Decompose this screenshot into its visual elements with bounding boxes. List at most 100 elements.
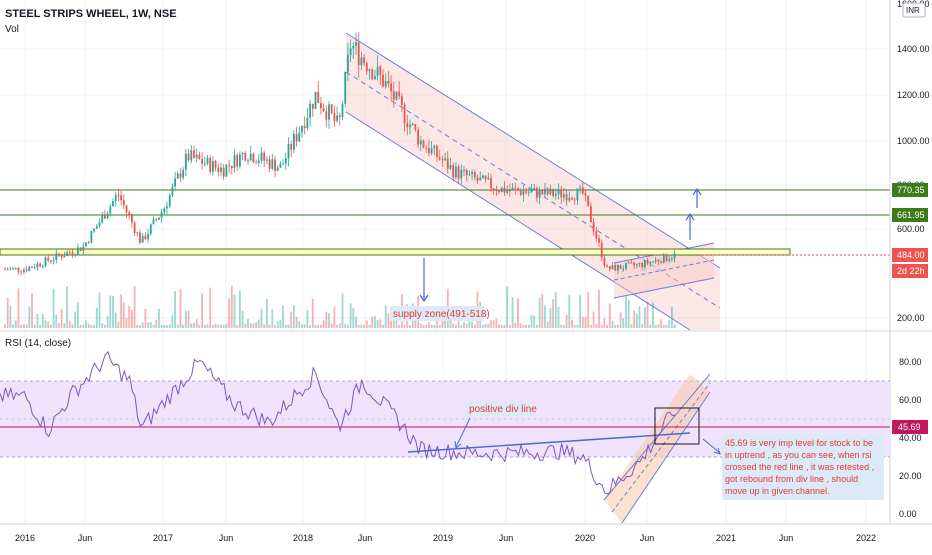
candle-body: [590, 206, 592, 223]
volume-bar: [163, 324, 166, 328]
candle-body: [225, 164, 228, 177]
volume-bar: [255, 322, 257, 328]
candle-body: [579, 187, 581, 189]
volume-bar: [622, 317, 625, 328]
rsi-tick-label: 20.00: [899, 471, 922, 481]
volume-bar: [217, 324, 220, 328]
volume-bar: [109, 295, 112, 328]
candle-body: [665, 254, 668, 261]
volume-bar: [41, 314, 44, 328]
volume-bar: [247, 318, 249, 328]
volume-bar: [536, 324, 538, 328]
volume-bar: [662, 324, 665, 328]
rsi-tick-label: 40.00: [899, 433, 922, 443]
candle-body: [546, 188, 549, 195]
candle-body: [344, 71, 347, 104]
volume-bar: [74, 311, 77, 328]
candle-body: [25, 269, 28, 271]
volume-bar: [152, 324, 155, 328]
candle-body: [384, 80, 387, 87]
volume-bar: [403, 324, 406, 328]
volume-bar: [614, 324, 617, 328]
volume-bar: [260, 308, 263, 328]
volume-bar: [606, 324, 608, 328]
volume-bar: [301, 324, 303, 328]
volume-bar: [452, 323, 455, 328]
candle-body: [271, 159, 274, 169]
candle-body: [239, 154, 241, 167]
time-tick-label: Jun: [640, 533, 655, 543]
candle-body: [249, 153, 252, 161]
candle-body: [581, 187, 584, 194]
volume-bar: [252, 323, 255, 328]
candle-body: [608, 266, 611, 270]
candle-body: [446, 158, 449, 169]
candle-body: [509, 190, 511, 192]
volume-bar: [79, 324, 82, 328]
candle-body: [538, 189, 541, 198]
volume-bar: [28, 306, 31, 328]
candle-body: [28, 267, 31, 271]
volume-bar: [498, 324, 500, 328]
candle-body: [487, 177, 490, 180]
candle-body: [290, 143, 293, 150]
candle-body: [368, 69, 371, 72]
positive-div-line: [407, 432, 691, 453]
volume-bar: [39, 324, 41, 328]
volume-bar: [633, 310, 635, 328]
volume-bar: [212, 324, 214, 328]
volume-bar: [563, 324, 565, 328]
rising-channel-mid: [613, 259, 715, 281]
candle-body: [190, 150, 193, 161]
volume-bar: [125, 318, 128, 328]
volume-bar: [206, 324, 209, 328]
volume-bar: [71, 324, 74, 328]
candle-body: [428, 148, 430, 154]
volume-bar: [538, 297, 541, 328]
volume-bar: [344, 323, 347, 328]
volume-bar: [465, 324, 468, 328]
volume-bar: [20, 324, 23, 328]
volume-bar: [268, 324, 271, 328]
candle-body: [352, 46, 355, 49]
candle-body: [646, 260, 649, 264]
volume-bar: [495, 318, 498, 328]
candle-body: [101, 215, 104, 223]
retest-box: [654, 407, 700, 445]
volume-bar: [525, 324, 527, 328]
time-axis[interactable]: 2016 Jun 2017 Jun 2018 Jun 2019 Jun 2020 Jun 2021 J…: [15, 533, 876, 543]
volume-bar: [374, 316, 376, 328]
volume-bar: [484, 324, 487, 328]
volume-bar: [303, 324, 306, 328]
volume-bar: [174, 291, 176, 328]
volume-bar: [438, 324, 441, 328]
price-tick-label: 600.00: [897, 224, 925, 234]
volume-bar: [473, 324, 476, 328]
volume-bar: [325, 311, 328, 328]
candle-body: [47, 257, 50, 261]
candle-body: [233, 155, 236, 168]
candle-body: [522, 191, 525, 195]
candle-body: [174, 178, 176, 187]
candle-body: [274, 159, 276, 172]
rsi-channel-mid: [611, 382, 711, 513]
candle-body: [36, 263, 39, 268]
target-arrow-head-1: [685, 212, 695, 221]
volume-bar: [590, 324, 592, 328]
volume-bar: [503, 324, 506, 328]
candle-body: [98, 222, 101, 227]
candle-body: [203, 163, 206, 165]
candle-body: [563, 194, 565, 198]
volume-bar: [185, 310, 187, 328]
candle-body: [606, 265, 608, 267]
candle-body: [266, 159, 268, 161]
candle-body: [544, 188, 546, 195]
volume-bar: [195, 319, 198, 328]
candle-body: [479, 177, 482, 181]
volume-bar: [158, 308, 160, 328]
candle-body: [617, 265, 619, 271]
candle-body: [349, 48, 352, 55]
candle-body: [160, 211, 163, 218]
rsi-axis[interactable]: 80.00 60.00 40.00 20.00 0.00: [899, 357, 922, 519]
